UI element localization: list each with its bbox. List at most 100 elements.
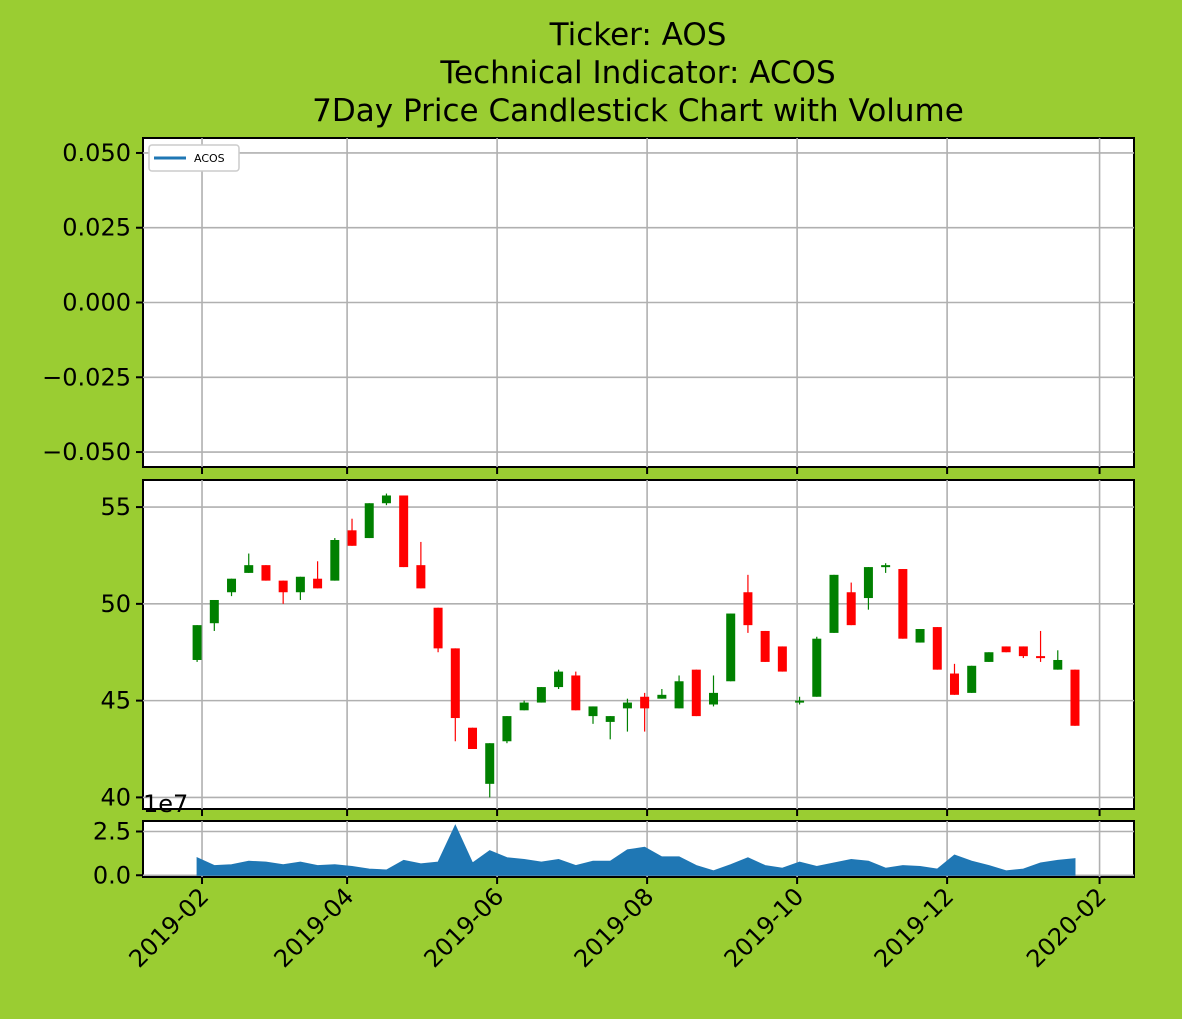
candle-body xyxy=(450,648,460,719)
candle xyxy=(416,541,426,589)
candle xyxy=(381,493,391,506)
candle-body xyxy=(209,599,219,624)
candle xyxy=(743,574,753,633)
candle-body xyxy=(330,539,340,581)
price-y-ticks: 40 45 50 55 xyxy=(100,493,143,811)
candle xyxy=(863,567,873,610)
candle xyxy=(1001,646,1011,653)
indicator-y-ticks: 0.050 0.025 0.000 −0.025 −0.050 xyxy=(42,139,143,466)
candle xyxy=(554,669,564,690)
candle xyxy=(846,582,856,626)
candle xyxy=(485,743,495,798)
candle-body xyxy=(433,607,443,649)
indicator-y-tick-label: 0.025 xyxy=(62,214,131,242)
candle xyxy=(898,569,908,639)
candle xyxy=(536,687,546,703)
candle xyxy=(227,578,237,597)
candle-body xyxy=(502,716,512,742)
candle-body xyxy=(657,694,667,699)
price-plot-area xyxy=(142,479,1135,810)
indicator-x-tickmarks xyxy=(201,467,1101,474)
candle-body xyxy=(364,503,374,539)
candle xyxy=(399,495,409,568)
candle-body xyxy=(399,495,409,568)
candle xyxy=(313,561,323,589)
candle-body xyxy=(468,727,478,750)
candle xyxy=(657,689,667,699)
candle-body xyxy=(278,580,288,593)
candle-body xyxy=(863,567,873,599)
candle-body xyxy=(1001,646,1011,653)
candle xyxy=(605,716,615,740)
candle-body xyxy=(743,592,753,626)
candle xyxy=(691,669,701,717)
price-y-tick-label: 45 xyxy=(100,687,131,715)
candle-body xyxy=(192,625,202,660)
candle-body xyxy=(347,530,357,546)
legend-label-acos: ACOS xyxy=(194,152,225,165)
price-y-tick-label: 50 xyxy=(100,590,131,618)
candle-body xyxy=(1036,656,1046,659)
candle xyxy=(295,576,305,600)
candle xyxy=(1018,646,1028,659)
candle-body xyxy=(622,702,632,709)
price-y-tick-label: 40 xyxy=(100,783,131,811)
chart-title-ticker: Ticker: AOS xyxy=(549,17,727,53)
candle xyxy=(726,613,736,682)
candle xyxy=(915,629,925,643)
candle-body xyxy=(915,629,925,643)
price-x-tickmarks xyxy=(201,809,1101,816)
candle xyxy=(709,675,719,707)
candle xyxy=(519,700,529,711)
candle xyxy=(812,636,822,697)
candle xyxy=(1053,650,1063,670)
candle-body xyxy=(295,576,305,593)
candle xyxy=(932,627,942,670)
candle xyxy=(1036,630,1046,662)
candle-body xyxy=(691,669,701,717)
candle xyxy=(330,538,340,581)
candle xyxy=(192,625,202,662)
volume-y-tick-label: 0.0 xyxy=(93,861,131,889)
candle-body xyxy=(829,574,839,633)
candle-body xyxy=(227,578,237,593)
candle-body xyxy=(932,627,942,670)
chart-title-description: 7Day Price Candlestick Chart with Volume xyxy=(312,93,964,129)
candle xyxy=(622,698,632,732)
volume-y-ticks: 0.0 2.5 xyxy=(93,818,143,889)
candle xyxy=(760,630,770,662)
candle xyxy=(795,696,805,705)
volume-y-tick-label: 2.5 xyxy=(93,818,131,846)
candle-body xyxy=(313,578,323,589)
candle-body xyxy=(571,675,581,711)
indicator-panel: 0.050 0.025 0.000 −0.025 −0.050 ACOS xyxy=(42,137,1135,474)
candle xyxy=(829,574,839,633)
price-panel: 40 45 50 55 xyxy=(100,479,1135,816)
candle xyxy=(209,599,219,631)
candle xyxy=(502,716,512,744)
candle xyxy=(949,663,959,695)
candle-body xyxy=(760,630,770,662)
indicator-y-tick-label: 0.000 xyxy=(62,289,131,317)
candle xyxy=(967,665,977,693)
price-y-tick-label: 55 xyxy=(100,493,131,521)
candle-body xyxy=(881,565,891,568)
candle-body xyxy=(244,565,254,573)
candle-body xyxy=(795,700,805,703)
candle xyxy=(433,607,443,653)
candle-body xyxy=(261,565,271,581)
candle xyxy=(571,671,581,711)
candle-body xyxy=(949,673,959,695)
candle-body xyxy=(812,638,822,697)
candle xyxy=(278,580,288,604)
candle xyxy=(777,646,787,672)
candle-body xyxy=(381,495,391,504)
candle xyxy=(261,565,271,581)
indicator-y-tick-label: 0.050 xyxy=(62,139,131,167)
candle-body xyxy=(726,613,736,682)
candle-body xyxy=(674,681,684,709)
candle-body xyxy=(588,706,598,717)
candle xyxy=(364,503,374,539)
candle xyxy=(244,553,254,573)
